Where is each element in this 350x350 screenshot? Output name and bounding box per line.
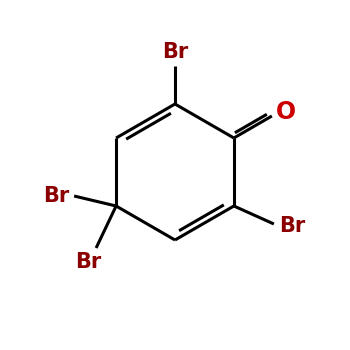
Text: Br: Br (162, 42, 188, 62)
Text: Br: Br (279, 216, 305, 236)
Text: Br: Br (75, 252, 101, 272)
Text: Br: Br (43, 186, 69, 206)
Text: O: O (276, 100, 296, 124)
